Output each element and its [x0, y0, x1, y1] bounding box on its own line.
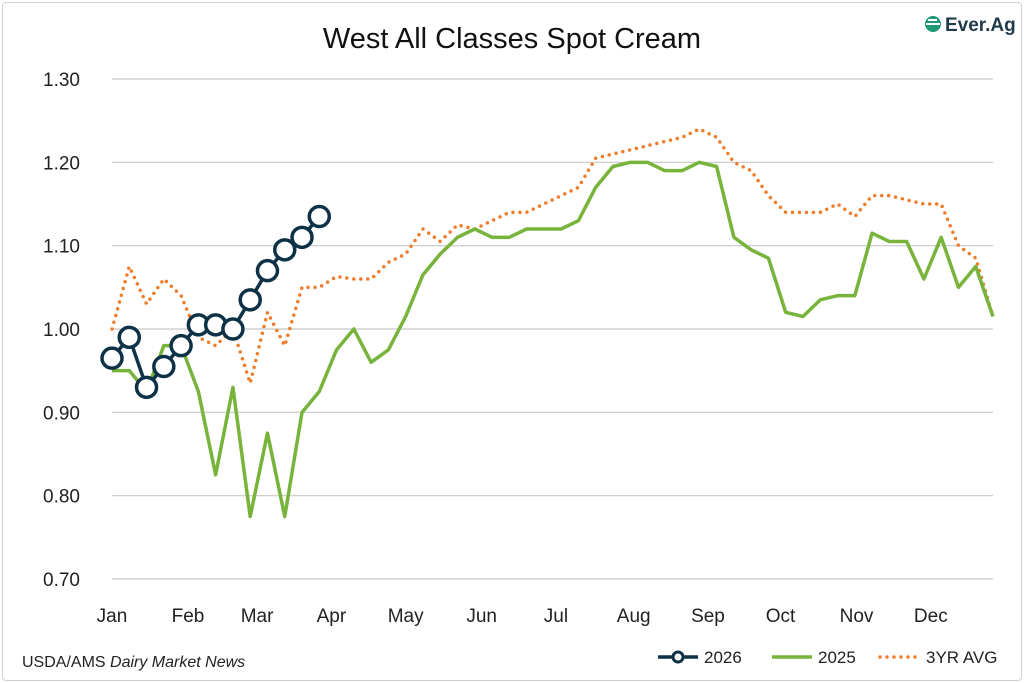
legend-marker: [671, 650, 685, 664]
legend-label: 3YR AVG: [926, 648, 998, 667]
x-tick-label: Aug: [617, 606, 651, 627]
source-publication: Dairy Market News: [110, 654, 245, 671]
x-tick-label: Jun: [466, 606, 497, 627]
x-tick-label: Jul: [544, 606, 568, 627]
data-point: [255, 258, 280, 283]
data-point: [221, 317, 245, 341]
source-note: USDA/AMS Dairy Market News: [22, 654, 245, 671]
x-tick-label: Nov: [840, 606, 874, 627]
y-tick-label: 1.20: [43, 153, 80, 174]
legend-item: 2025: [772, 648, 856, 667]
data-point: [169, 333, 193, 358]
data-point: [117, 325, 142, 350]
series-3yr-avg: [110, 127, 995, 390]
legend-label: 2025: [818, 648, 856, 667]
x-tick-label: Jan: [97, 606, 128, 627]
x-tick-label: Sep: [691, 606, 725, 627]
ever-ag-logo: Ever.Ag: [925, 15, 1016, 36]
x-tick-label: Oct: [766, 606, 796, 627]
data-point: [290, 225, 314, 250]
data-point: [100, 346, 124, 370]
brand-name: Ever.Ag: [945, 15, 1016, 36]
legend: 2026 2025 3YR AVG: [658, 648, 998, 667]
data-point: [307, 204, 332, 229]
y-tick-label: 0.70: [43, 570, 80, 591]
source-agency: USDA/AMS: [22, 654, 110, 671]
y-tick-label: 1.30: [43, 70, 80, 91]
data-point: [238, 288, 262, 312]
legend-label: 2026: [704, 648, 742, 667]
y-tick-label: 0.90: [43, 403, 80, 424]
x-tick-label: Feb: [172, 606, 205, 627]
chart-title: West All Classes Spot Cream: [323, 23, 701, 55]
y-tick-label: 1.00: [43, 320, 80, 341]
series-2025: [112, 160, 995, 519]
legend-item: 3YR AVG: [878, 648, 998, 667]
series-2026: [100, 204, 332, 400]
y-tick-label: 1.10: [43, 237, 80, 258]
data-point: [272, 238, 297, 262]
legend-item: 2026: [658, 648, 742, 667]
x-tick-label: Dec: [914, 606, 948, 627]
series-line: [112, 160, 995, 519]
x-tick-label: May: [388, 606, 424, 627]
data-point: [134, 375, 159, 400]
y-tick-label: 0.80: [43, 487, 80, 508]
data-point: [152, 354, 176, 379]
series-line: [110, 127, 995, 390]
x-tick-label: Mar: [241, 606, 274, 627]
x-tick-label: Apr: [317, 606, 347, 627]
